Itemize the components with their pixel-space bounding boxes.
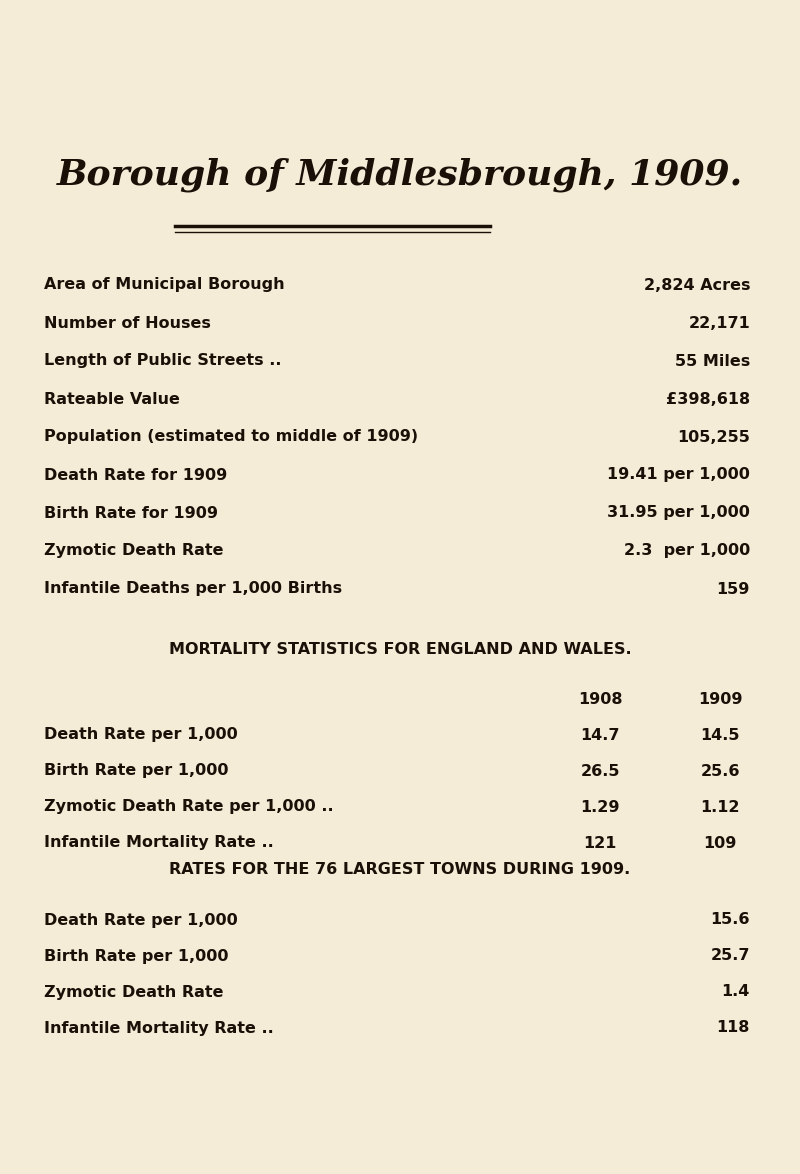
- Text: Death Rate for 1909: Death Rate for 1909: [44, 467, 227, 483]
- Text: 109: 109: [703, 836, 737, 850]
- Text: 121: 121: [583, 836, 617, 850]
- Text: Length of Public Streets ..: Length of Public Streets ..: [44, 353, 282, 369]
- Text: Borough of Middlesbrough, 1909.: Borough of Middlesbrough, 1909.: [57, 157, 743, 193]
- Text: 22,171: 22,171: [688, 316, 750, 331]
- Text: Infantile Mortality Rate ..: Infantile Mortality Rate ..: [44, 836, 274, 850]
- Text: 118: 118: [717, 1020, 750, 1035]
- Text: 159: 159: [717, 581, 750, 596]
- Text: Infantile Mortality Rate ..: Infantile Mortality Rate ..: [44, 1020, 274, 1035]
- Text: Zymotic Death Rate: Zymotic Death Rate: [44, 544, 223, 559]
- Text: 105,255: 105,255: [677, 430, 750, 445]
- Text: 2.3  per 1,000: 2.3 per 1,000: [624, 544, 750, 559]
- Text: 25.6: 25.6: [700, 763, 740, 778]
- Text: Birth Rate per 1,000: Birth Rate per 1,000: [44, 949, 229, 964]
- Text: 55 Miles: 55 Miles: [674, 353, 750, 369]
- Text: MORTALITY STATISTICS FOR ENGLAND AND WALES.: MORTALITY STATISTICS FOR ENGLAND AND WAL…: [169, 642, 631, 657]
- Text: Zymotic Death Rate per 1,000 ..: Zymotic Death Rate per 1,000 ..: [44, 799, 334, 815]
- Text: Death Rate per 1,000: Death Rate per 1,000: [44, 912, 238, 927]
- Text: 25.7: 25.7: [710, 949, 750, 964]
- Text: Population (estimated to middle of 1909): Population (estimated to middle of 1909): [44, 430, 418, 445]
- Text: £398,618: £398,618: [666, 391, 750, 406]
- Text: Area of Municipal Borough: Area of Municipal Borough: [44, 277, 285, 292]
- Text: 1.4: 1.4: [722, 985, 750, 999]
- Text: 1.12: 1.12: [700, 799, 740, 815]
- Text: 2,824 Acres: 2,824 Acres: [643, 277, 750, 292]
- Text: 19.41 per 1,000: 19.41 per 1,000: [607, 467, 750, 483]
- Text: 15.6: 15.6: [710, 912, 750, 927]
- Text: 1.29: 1.29: [580, 799, 620, 815]
- Text: 14.5: 14.5: [700, 728, 740, 742]
- Text: Death Rate per 1,000: Death Rate per 1,000: [44, 728, 238, 742]
- Text: 1908: 1908: [578, 693, 622, 708]
- Text: RATES FOR THE 76 LARGEST TOWNS DURING 1909.: RATES FOR THE 76 LARGEST TOWNS DURING 19…: [170, 863, 630, 877]
- Text: 26.5: 26.5: [580, 763, 620, 778]
- Text: 1909: 1909: [698, 693, 742, 708]
- Text: 31.95 per 1,000: 31.95 per 1,000: [607, 506, 750, 520]
- Text: Birth Rate for 1909: Birth Rate for 1909: [44, 506, 218, 520]
- Text: Infantile Deaths per 1,000 Births: Infantile Deaths per 1,000 Births: [44, 581, 342, 596]
- Text: 14.7: 14.7: [580, 728, 620, 742]
- Text: Birth Rate per 1,000: Birth Rate per 1,000: [44, 763, 229, 778]
- Text: Rateable Value: Rateable Value: [44, 391, 180, 406]
- Text: Zymotic Death Rate: Zymotic Death Rate: [44, 985, 223, 999]
- Text: Number of Houses: Number of Houses: [44, 316, 211, 331]
